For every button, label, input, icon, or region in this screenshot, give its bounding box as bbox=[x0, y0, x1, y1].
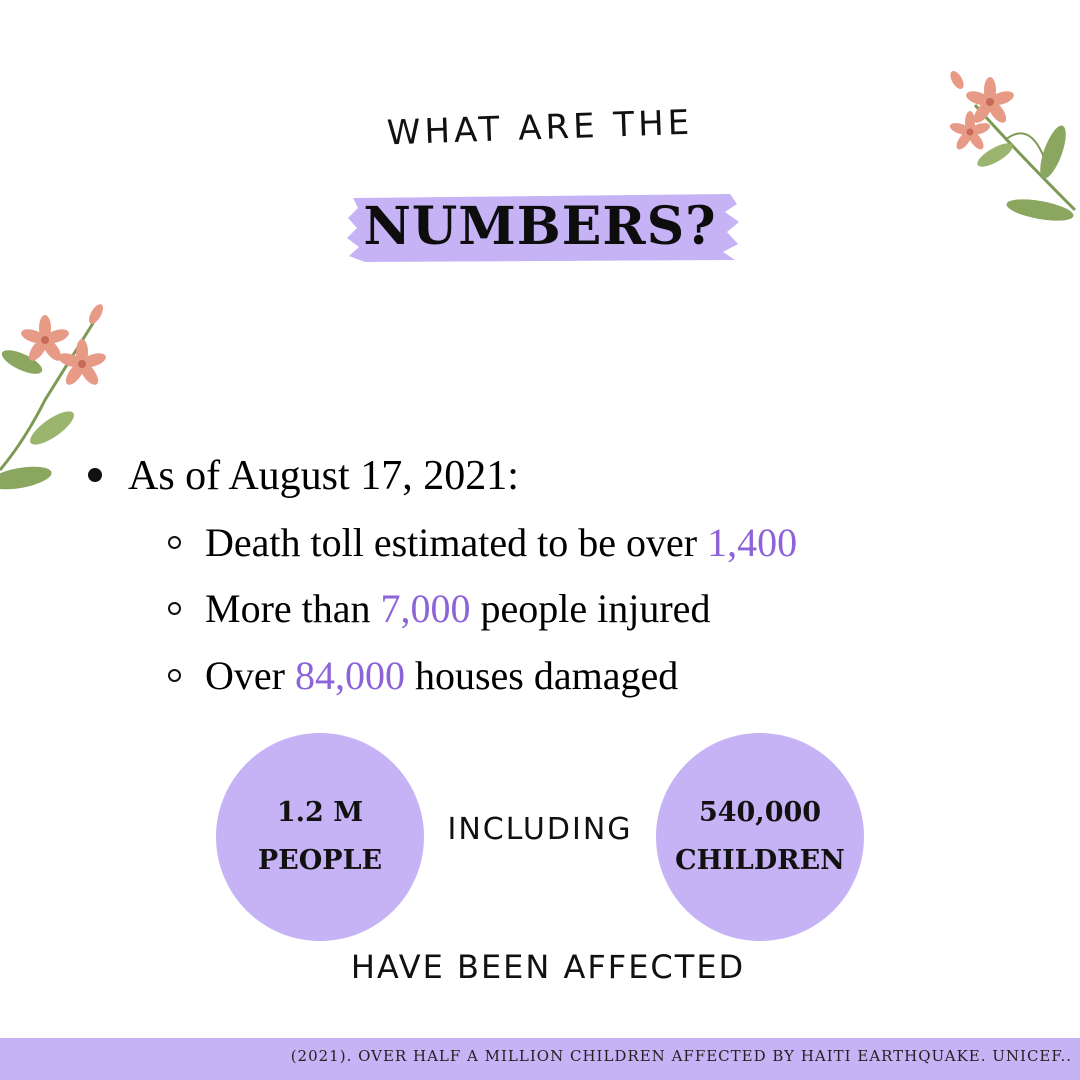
kicker-heading: WHAT ARE THE bbox=[386, 102, 694, 154]
list-item-text: Over bbox=[205, 653, 295, 698]
flower-branch-top-right-icon bbox=[949, 70, 1077, 221]
list-item-injured: More than 7,000 people injured bbox=[168, 582, 710, 636]
highlight-number: 84,000 bbox=[294, 653, 405, 698]
bullet-circle-icon bbox=[168, 536, 181, 550]
flower-branch-left-icon bbox=[0, 304, 106, 490]
affected-caption: HAVE BEEN AFFECTED bbox=[350, 948, 746, 986]
list-item-houses: Over 84,000 houses damaged bbox=[168, 649, 678, 703]
highlight-number: 7,000 bbox=[380, 586, 471, 631]
page-title: NUMBERS? bbox=[363, 196, 717, 257]
bullet-dot-icon bbox=[88, 468, 102, 483]
list-item-death-toll: Death toll estimated to be over 1,400 bbox=[168, 516, 797, 570]
bullet-circle-icon bbox=[168, 602, 181, 616]
list-item-main-text: As of August 17, 2021: bbox=[128, 453, 519, 499]
connector-text: INCLUDING bbox=[447, 812, 633, 847]
stat-value: 1.2 M bbox=[276, 797, 364, 828]
list-item-text: houses damaged bbox=[404, 653, 679, 698]
list-item-text: Death toll estimated to be over bbox=[205, 520, 708, 565]
citation-band: (2021). OVER HALF A MILLION CHILDREN AFF… bbox=[0, 1038, 1080, 1080]
list-item-text: More than bbox=[205, 586, 381, 631]
list-item-main: As of August 17, 2021: bbox=[88, 448, 519, 504]
stat-circle-children: 540,000 CHILDREN bbox=[656, 733, 864, 941]
title-brush-highlight bbox=[347, 194, 739, 262]
stat-value: 540,000 bbox=[698, 797, 822, 828]
list-item-text: people injured bbox=[470, 586, 711, 631]
bullet-circle-icon bbox=[168, 669, 181, 683]
highlight-number: 1,400 bbox=[707, 520, 798, 565]
stat-label: CHILDREN bbox=[675, 845, 845, 876]
stat-label: PEOPLE bbox=[257, 845, 383, 876]
citation-text: (2021). OVER HALF A MILLION CHILDREN AFF… bbox=[290, 1047, 1072, 1065]
stat-circle-people: 1.2 M PEOPLE bbox=[216, 733, 424, 941]
